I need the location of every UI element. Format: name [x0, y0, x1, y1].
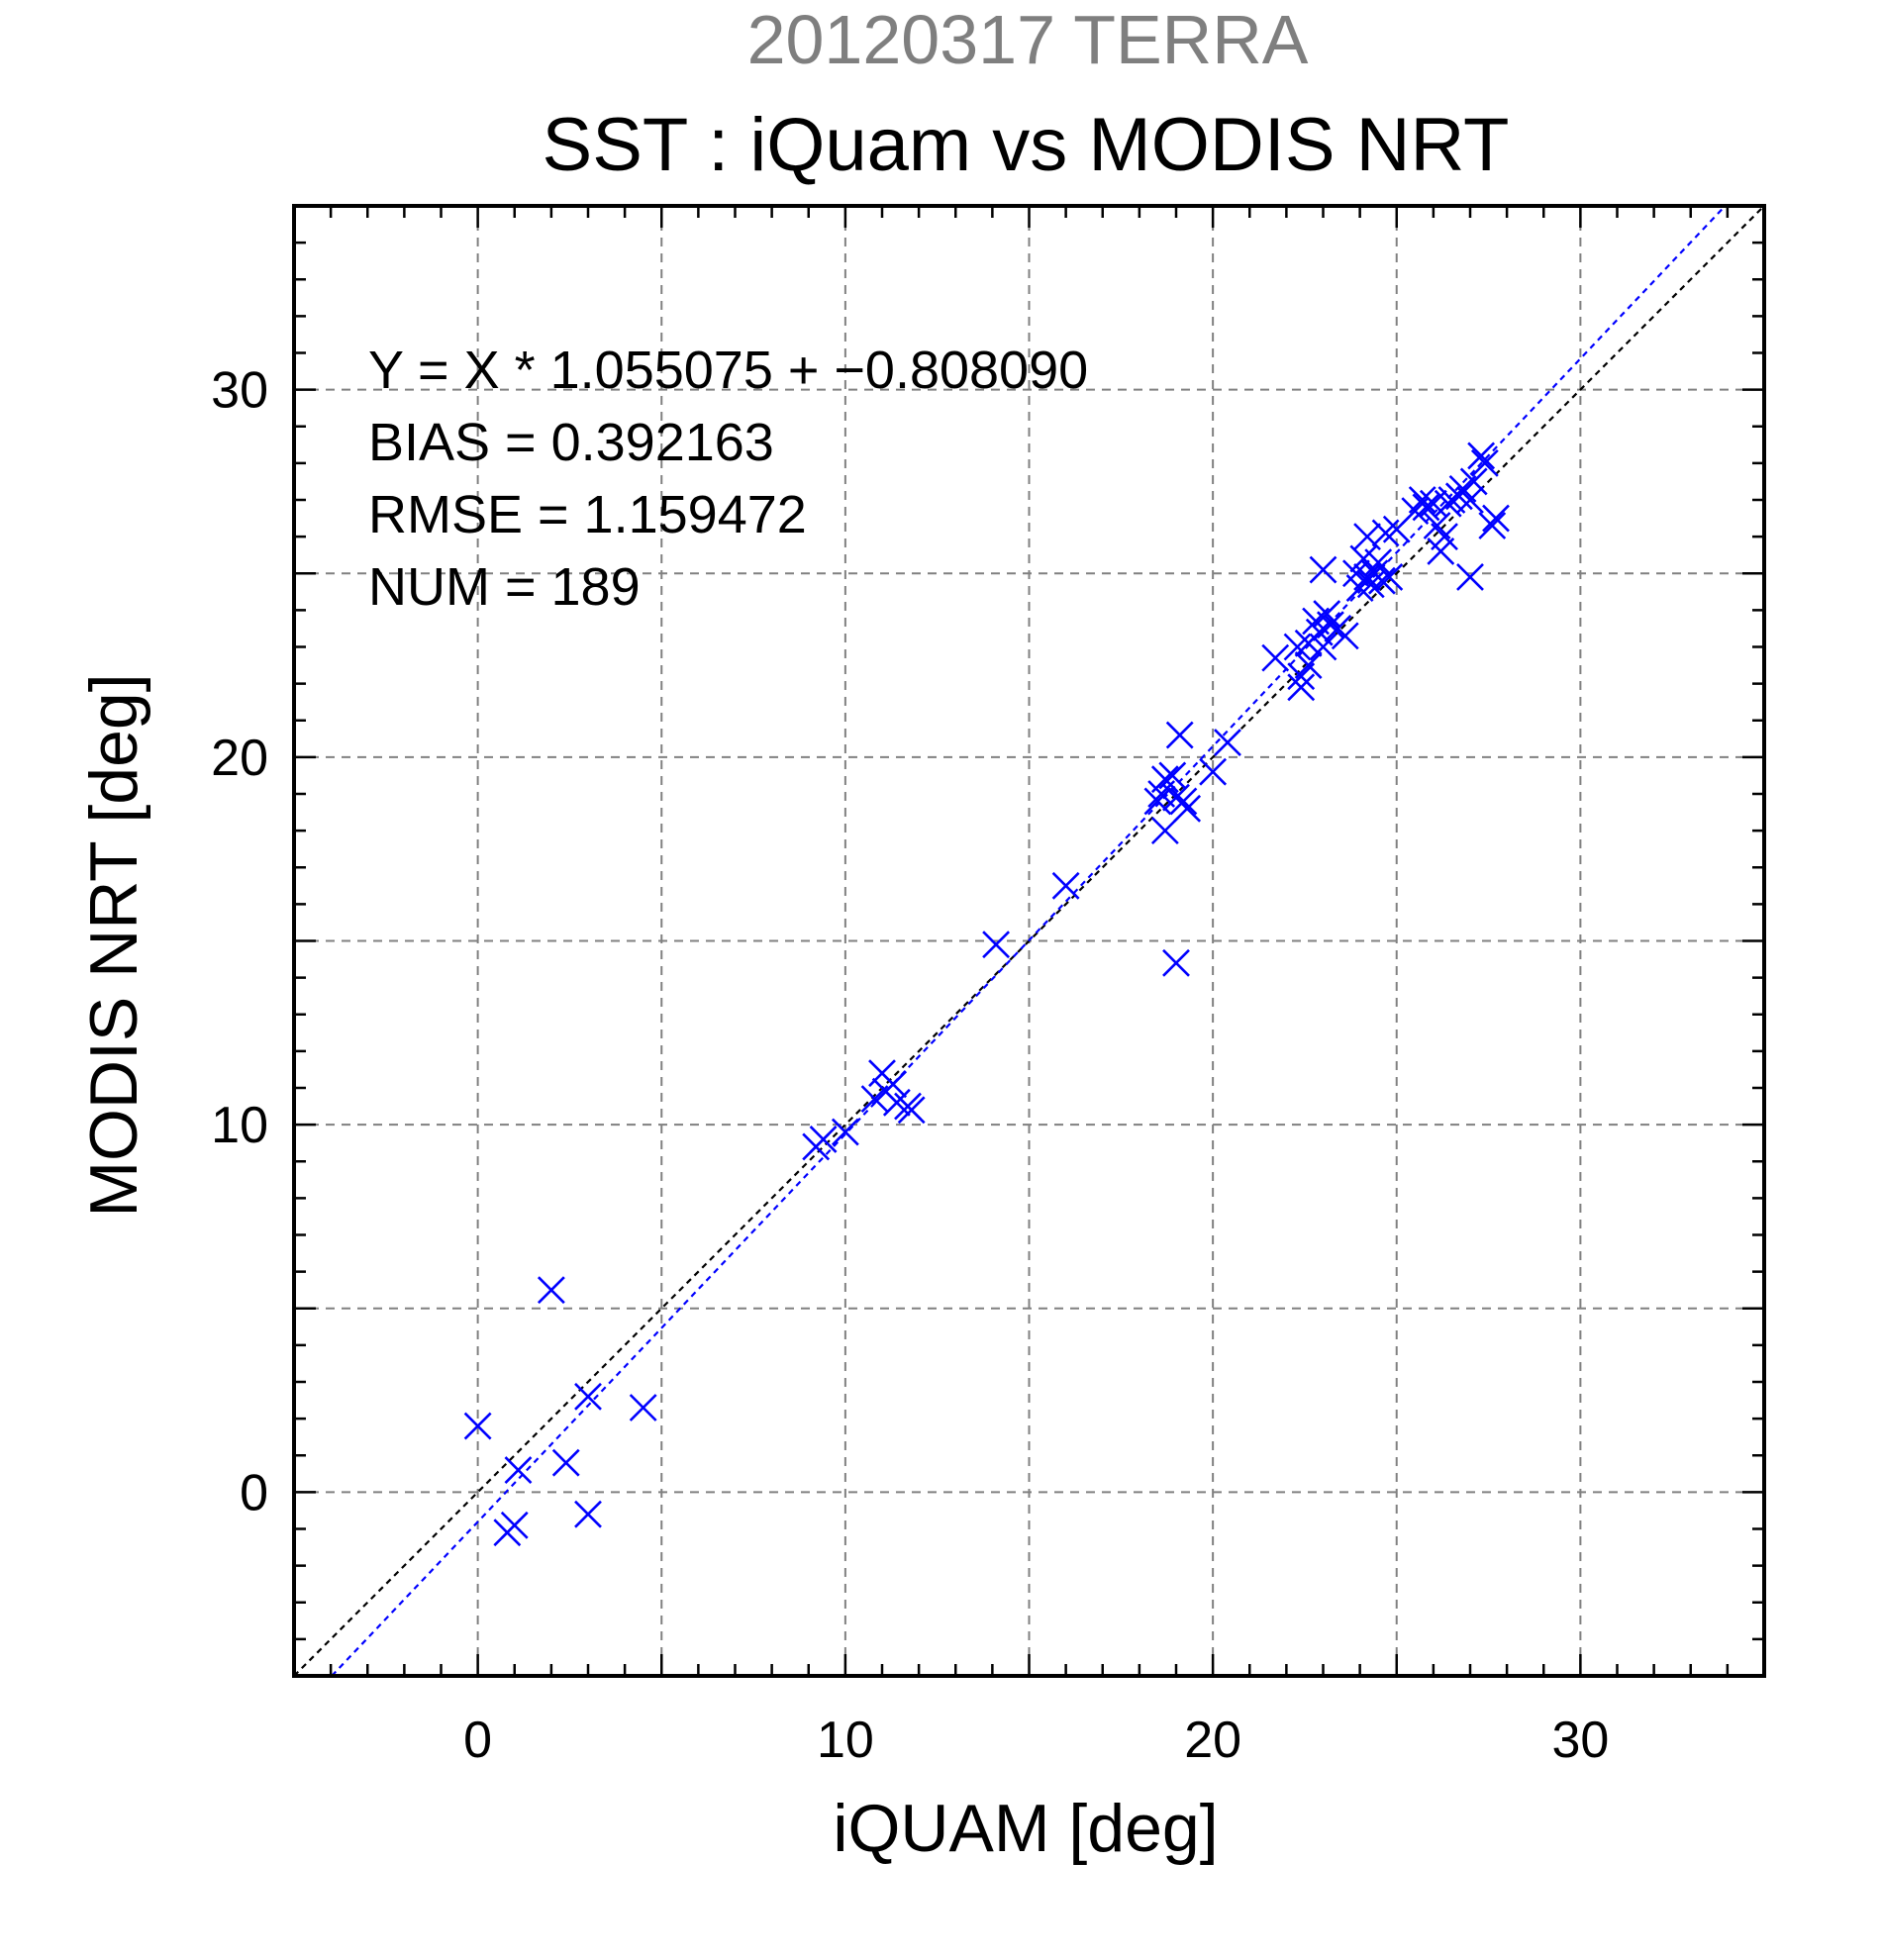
data-point [1364, 548, 1393, 577]
data-point [1313, 600, 1341, 629]
suptitle: 20120317 TERRA [747, 1, 1309, 78]
data-point [1375, 563, 1404, 591]
x-tick-labels: 0 10 20 30 [463, 1712, 1609, 1769]
stats-line: BIAS = 0.392163 [368, 413, 774, 472]
data-point [982, 931, 1011, 959]
x-tick-label: 10 [817, 1712, 874, 1769]
data-point [1162, 948, 1190, 977]
stats-line: RMSE = 1.159472 [368, 485, 807, 544]
data-point [1482, 504, 1510, 533]
data-point [1478, 512, 1507, 539]
data-point [500, 1511, 529, 1539]
data-point [1309, 633, 1337, 661]
data-point [504, 1456, 533, 1485]
data-point [1459, 467, 1488, 496]
data-point [1150, 765, 1179, 794]
data-point [1467, 441, 1496, 470]
data-point [1431, 523, 1458, 551]
regression-line-path [331, 205, 1727, 1677]
y-tick-label: 0 [240, 1464, 268, 1521]
data-point [831, 1118, 859, 1146]
data-point [1165, 721, 1194, 749]
data-point [1261, 643, 1290, 672]
stats-line: Y = X * 1.055075 + −0.808090 [368, 341, 1088, 400]
data-point [1169, 787, 1198, 816]
data-point [897, 1096, 926, 1125]
data-point [1367, 566, 1396, 595]
data-point [1456, 563, 1484, 591]
data-point [537, 1276, 565, 1305]
data-point [1150, 817, 1179, 845]
x-tick-label: 20 [1184, 1712, 1241, 1769]
data-point [1356, 570, 1385, 599]
data-point [1331, 622, 1359, 650]
data-point [463, 1412, 492, 1440]
y-axis-label: MODIS NRT [deg] [76, 673, 151, 1217]
data-points [463, 441, 1510, 1547]
data-point [1371, 519, 1400, 547]
data-point [1470, 448, 1499, 477]
x-tick-label: 30 [1551, 1712, 1609, 1769]
chart-title: SST : iQuam vs MODIS NRT [543, 103, 1510, 187]
regression-line [331, 205, 1727, 1677]
data-point [574, 1382, 602, 1411]
data-point [551, 1448, 580, 1477]
data-point [629, 1394, 657, 1421]
x-axis-label: iQUAM [deg] [833, 1791, 1218, 1866]
y-tick-label: 20 [211, 730, 268, 787]
data-point [1283, 633, 1312, 661]
y-tick-label: 30 [211, 362, 268, 420]
data-point [809, 1126, 838, 1153]
grid-lines [294, 206, 1764, 1676]
stats-annotation: Y = X * 1.055075 + −0.808090 BIAS = 0.392… [368, 341, 1088, 617]
data-point [1456, 486, 1484, 514]
data-point [1294, 651, 1323, 679]
data-point [1287, 673, 1316, 702]
data-point [882, 1088, 911, 1117]
data-point [574, 1500, 602, 1528]
data-point [1408, 486, 1436, 514]
data-point [1214, 729, 1241, 756]
stats-line: NUM = 189 [368, 557, 641, 617]
data-point [1353, 523, 1381, 551]
x-tick-label: 0 [463, 1712, 492, 1769]
data-point [1173, 794, 1202, 823]
y-tick-label: 10 [211, 1097, 268, 1154]
data-point [1143, 787, 1172, 816]
y-tick-labels: 0 10 20 30 [211, 362, 268, 1522]
data-point [1317, 611, 1344, 639]
data-point [1199, 757, 1228, 786]
data-point [1051, 871, 1080, 900]
plot-frame [292, 204, 1766, 1678]
data-point [1309, 555, 1337, 584]
data-point [879, 1070, 908, 1099]
